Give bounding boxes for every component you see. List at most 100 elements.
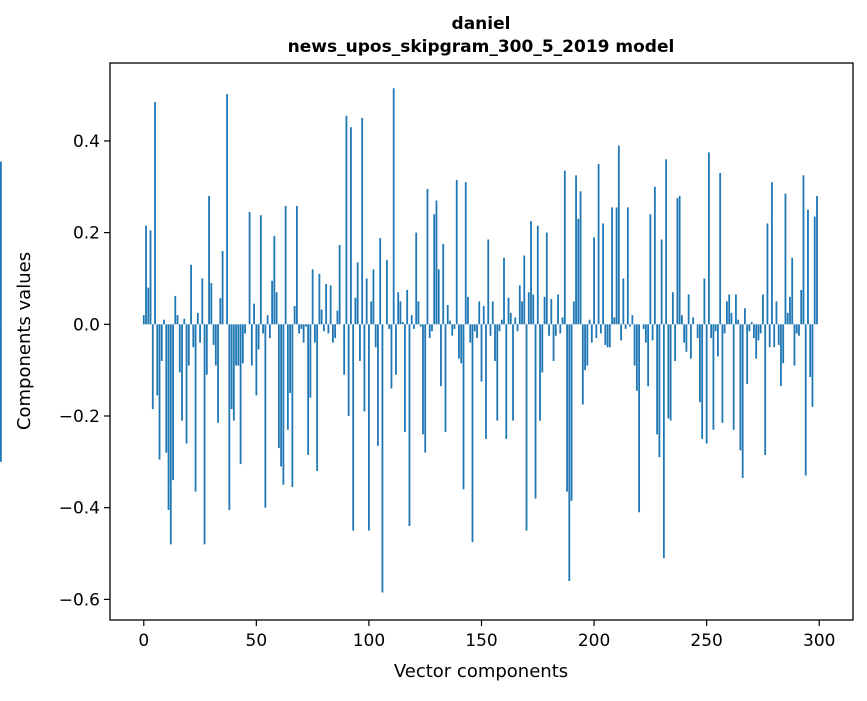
bar [370,301,372,324]
bar [499,324,501,331]
bar [785,194,787,325]
bar [163,320,165,325]
x-tick-label: 300 [803,631,835,651]
bar [343,324,345,374]
bar [379,238,381,324]
bar [346,116,348,325]
bar [213,324,215,345]
bar [186,324,188,443]
bar [161,324,163,361]
bar [294,306,296,324]
bar [285,206,287,324]
bar [478,301,480,324]
bar [217,324,219,423]
bar [170,324,172,544]
bar [172,324,174,480]
bar [458,324,460,358]
bar [796,324,798,333]
bar [728,295,730,325]
bar [382,324,384,592]
bar [418,301,420,324]
bar [611,207,613,324]
bar [701,324,703,439]
bar [183,319,185,325]
bar [201,278,203,324]
bar [415,233,417,325]
bar [634,324,636,365]
bar [746,324,748,384]
bar [753,324,755,338]
bar [577,219,579,324]
bar [242,324,244,363]
bar [179,324,181,372]
bar [447,305,449,324]
bar [780,324,782,386]
bar [573,301,575,324]
bar [305,324,307,326]
y-tick-label: 0.0 [73,315,100,335]
bar [699,324,701,402]
y-tick-label: −0.6 [59,590,100,610]
bar [528,292,530,324]
bar [706,324,708,443]
bar [548,324,550,335]
bar [740,324,742,450]
bar [521,301,523,324]
bar [593,237,595,324]
bar [571,324,573,501]
bar [805,324,807,475]
bar [481,324,483,381]
bar [794,324,796,365]
bar [330,285,332,324]
bar [751,322,753,324]
bar [352,324,354,530]
bar [472,324,474,542]
bar [532,295,534,325]
bar [776,301,778,324]
bar [400,301,402,324]
bar [150,230,152,324]
bar [568,324,570,581]
bar [440,324,442,386]
bar [282,324,284,484]
bar [688,295,690,325]
y-tick-label: −0.2 [59,407,100,427]
bar [339,245,341,324]
bar [467,297,469,325]
bar [778,324,780,345]
bar [683,324,685,342]
bar [530,221,532,324]
bar [255,324,257,395]
bar [816,196,818,324]
bar [386,260,388,324]
bar [629,324,631,326]
bar [663,324,665,558]
bar [710,324,712,338]
bar [373,269,375,324]
chart-subtitle: news_upos_skipgram_300_5_2019 model [288,37,675,57]
bar [643,324,645,329]
bar [749,324,751,331]
bar [334,324,336,338]
bar [535,324,537,498]
bar [526,324,528,530]
bar [575,175,577,324]
bar [177,315,179,324]
bar [618,146,620,325]
bar [300,324,302,329]
bar [395,324,397,374]
bar [744,308,746,324]
bar [476,324,478,338]
bar [312,269,314,324]
bar [661,240,663,325]
y-tick-label: 0.2 [73,224,100,244]
bar [244,324,246,333]
bar [314,324,316,342]
bar [598,164,600,324]
bar [262,324,264,333]
bar [188,324,190,365]
bar [510,313,512,324]
bar [724,324,726,333]
bar [278,324,280,448]
